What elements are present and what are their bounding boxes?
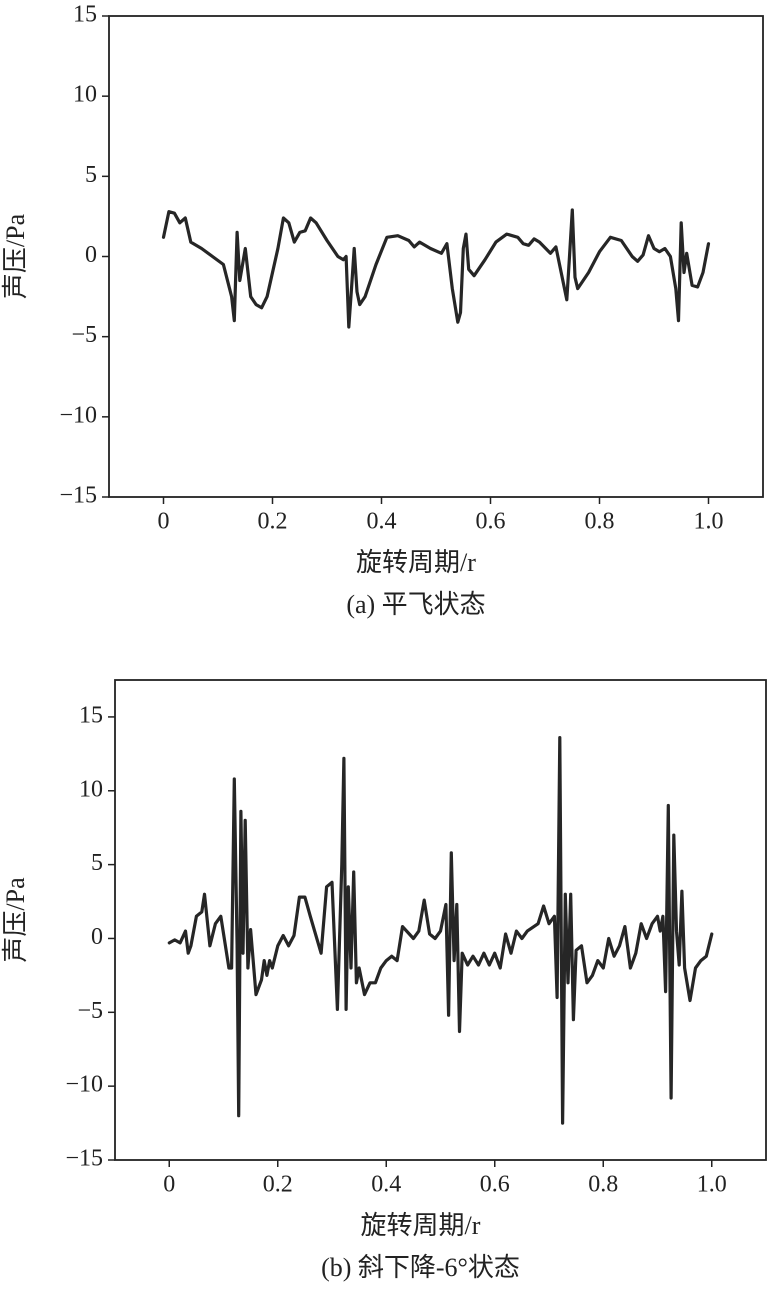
data-line <box>161 208 711 329</box>
x-axis-label: 旋转周期/r <box>361 1211 481 1240</box>
plot-frame <box>108 15 764 498</box>
y-axis-label: 声压/Pa <box>1 213 30 299</box>
plot-frame <box>114 679 767 1161</box>
x-tick-label: 0.4 <box>371 1172 401 1198</box>
y-tick-label: 0 <box>91 924 103 950</box>
x-tick-label: 0.6 <box>476 509 506 535</box>
y-tick-label: −10 <box>65 1072 103 1098</box>
y-tick-label: −5 <box>77 998 103 1024</box>
y-tick-label: 10 <box>79 776 103 802</box>
data-line <box>167 736 714 1125</box>
x-axis-label: 旋转周期/r <box>356 548 476 577</box>
y-tick-label: 0 <box>85 242 97 268</box>
x-tick-label: 0.8 <box>585 509 615 535</box>
x-tick-label: 1.0 <box>694 509 724 535</box>
y-tick-label: 5 <box>91 850 103 876</box>
y-tick-label: 15 <box>79 702 103 728</box>
y-tick-label: −10 <box>59 402 97 428</box>
y-tick-label: 15 <box>73 2 97 28</box>
y-tick-label: 10 <box>73 82 97 108</box>
y-axis-label: 声压/Pa <box>1 877 30 963</box>
x-tick-label: 0.2 <box>258 509 288 535</box>
caption: (a) 平飞状态 <box>346 590 485 619</box>
y-tick-label: 5 <box>85 162 97 188</box>
x-tick-label: 1.0 <box>697 1172 727 1198</box>
x-tick-label: 0 <box>158 509 170 535</box>
x-tick-label: 0.4 <box>367 509 397 535</box>
x-tick-label: 0 <box>163 1172 175 1198</box>
y-tick-label: −5 <box>71 322 97 348</box>
x-tick-label: 0.8 <box>588 1172 618 1198</box>
x-tick-label: 0.2 <box>263 1172 293 1198</box>
caption: (b) 斜下降-6°状态 <box>321 1253 520 1282</box>
y-tick-label: −15 <box>59 483 97 509</box>
y-tick-label: −15 <box>65 1146 103 1172</box>
x-tick-label: 0.6 <box>480 1172 510 1198</box>
